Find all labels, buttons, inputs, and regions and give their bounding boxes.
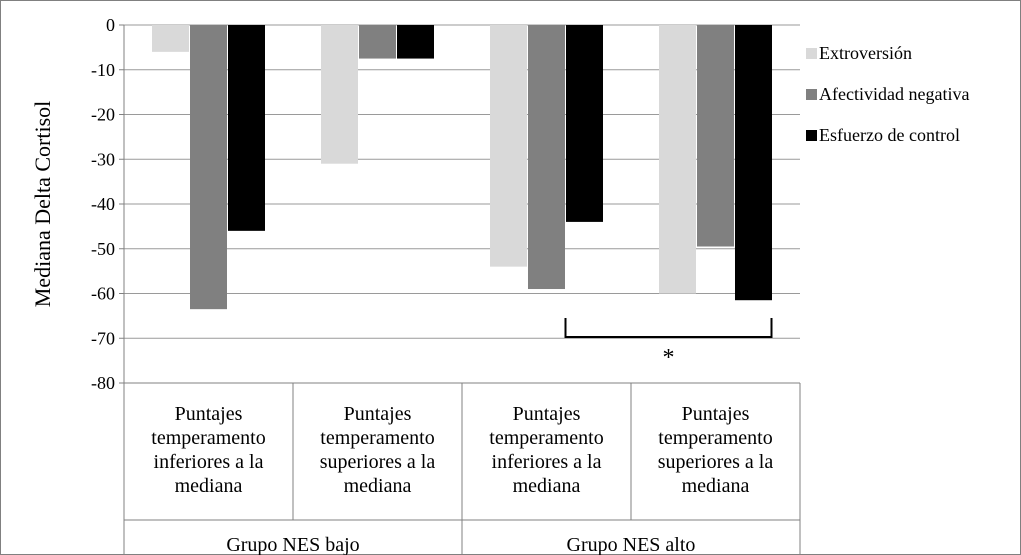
x-category-label: Puntajes temperamento inferiores a la media… xyxy=(489,403,603,497)
legend-swatch xyxy=(806,48,817,59)
x-axis: Puntajes temperamento inferiores a la media… xyxy=(123,382,801,555)
bar xyxy=(490,25,527,267)
x-category-label: Puntajes temperamento inferiores a la media… xyxy=(151,403,265,497)
bar xyxy=(321,25,358,164)
bar xyxy=(228,25,265,231)
legend-swatch xyxy=(806,130,817,141)
significance-bracket: * xyxy=(564,318,773,371)
bar xyxy=(697,25,734,247)
x-group-label: Grupo NES alto xyxy=(567,534,696,555)
y-tick-label: -50 xyxy=(91,239,115,259)
y-axis-title: Mediana Delta Cortisol xyxy=(30,101,55,308)
y-tick-label: -20 xyxy=(91,105,115,125)
bar xyxy=(152,25,189,52)
x-group-label: Grupo NES bajo xyxy=(226,534,359,555)
bar xyxy=(190,25,227,310)
legend: Extroversión Afectividad negativa Esfuerzo… xyxy=(806,43,969,145)
y-tick-label: -60 xyxy=(91,284,115,304)
x-category-label: Puntajes temperamento superiores a la media… xyxy=(658,403,774,497)
bar xyxy=(528,25,565,290)
y-tick-label: -30 xyxy=(91,149,115,169)
bar xyxy=(359,25,396,59)
y-tick-label: 0 xyxy=(106,15,115,35)
legend-label: Esfuerzo de control xyxy=(819,125,960,145)
y-tick-label: -40 xyxy=(91,194,115,214)
y-tick-label: -80 xyxy=(91,373,115,393)
legend-label: Extroversión xyxy=(819,43,912,63)
y-tick-label: -10 xyxy=(91,60,115,80)
y-tick-label: -70 xyxy=(91,328,115,348)
significance-star: * xyxy=(663,345,675,371)
bar xyxy=(659,25,696,294)
legend-label: Afectividad negativa xyxy=(819,84,969,104)
x-category-label: Puntajes temperamento superiores a la media… xyxy=(320,403,436,497)
bars xyxy=(152,25,772,310)
bar xyxy=(735,25,772,301)
bracket-line xyxy=(564,318,773,338)
bar xyxy=(397,25,434,59)
legend-swatch xyxy=(806,89,817,100)
y-axis: 0 -10 -20 -30 -40 -50 -60 -70 -80 xyxy=(91,15,125,393)
bar xyxy=(566,25,603,222)
